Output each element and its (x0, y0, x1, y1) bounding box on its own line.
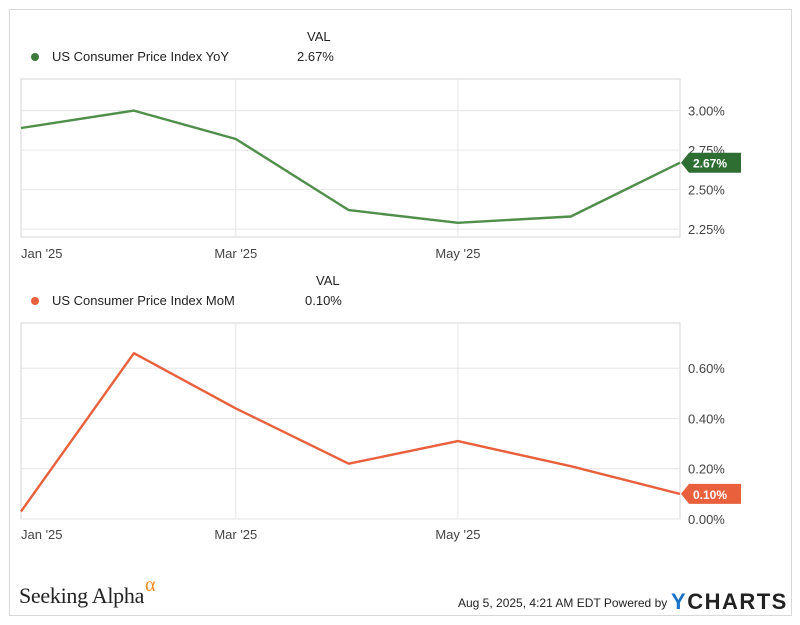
chart1-legend-header: VAL (307, 29, 331, 44)
chart2-legend-label: US Consumer Price Index MoM (52, 293, 235, 308)
chart1-legend-item[interactable]: US Consumer Price Index YoY (31, 49, 229, 64)
chart2-y-tick-label: 0.00% (688, 512, 725, 527)
chart1-legend-value: 2.67% (297, 49, 334, 64)
alpha-symbol-icon: α (145, 574, 156, 596)
chart2-legend-item[interactable]: US Consumer Price Index MoM (31, 293, 235, 308)
chart2-series-line (20, 352, 681, 513)
ycharts-logo[interactable]: YCHARTS (671, 589, 788, 615)
chart2-x-tick-label: Mar '25 (214, 527, 257, 542)
seeking-alpha-logo-text: Seeking Alpha (19, 583, 145, 608)
chart1-end-label-tag (681, 152, 741, 173)
chart1-end-label-text: 2.67% (693, 157, 727, 171)
ycharts-logo-y: Y (671, 589, 688, 614)
chart2-y-tick-label: 0.60% (688, 361, 725, 376)
chart2-legend-value: 0.10% (305, 293, 342, 308)
chart2-legend-header: VAL (316, 273, 340, 288)
chart2-plot-border (20, 322, 681, 520)
chart1-plot-border (20, 78, 681, 238)
chart1-legend-dot (31, 52, 39, 61)
chart1-y-tick-label: 2.50% (688, 183, 725, 198)
chart1-x-tick-label: May '25 (435, 246, 480, 261)
chart2-end-label-text: 0.10% (693, 488, 727, 502)
chart2-legend-dot (31, 296, 39, 305)
chart1-series-line (20, 109, 681, 225)
ycharts-logo-rest: CHARTS (687, 589, 788, 614)
chart2-x-tick-label: May '25 (435, 527, 480, 542)
seeking-alpha-logo[interactable]: Seeking Alphaα (19, 574, 156, 609)
chart1-y-tick-label: 2.25% (688, 222, 725, 237)
chart2-y-tick-label: 0.40% (688, 411, 725, 426)
chart1-y-tick-label: 3.00% (688, 104, 725, 119)
chart1-x-tick-label: Mar '25 (214, 246, 257, 261)
chart1-x-tick-label: Jan '25 (21, 246, 63, 261)
chart2-x-tick-label: Jan '25 (21, 527, 63, 542)
chart1-legend-label: US Consumer Price Index YoY (52, 49, 230, 64)
chart2-end-label-tag (681, 483, 741, 504)
footer-timestamp: Aug 5, 2025, 4:21 AM EDT Powered by (458, 596, 668, 610)
chart2-y-tick-label: 0.20% (688, 462, 725, 477)
